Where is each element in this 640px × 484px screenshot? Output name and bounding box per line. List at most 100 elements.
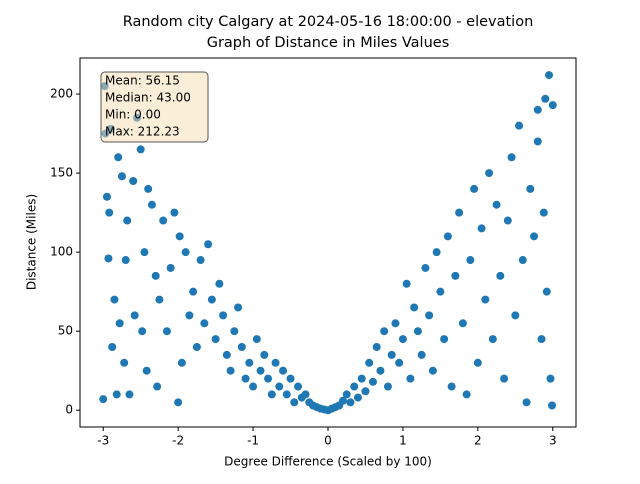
y-axis-label: Distance (Miles) bbox=[25, 194, 39, 290]
point bbox=[294, 382, 303, 391]
point bbox=[166, 263, 175, 272]
point bbox=[226, 366, 235, 375]
point bbox=[181, 248, 190, 257]
point bbox=[108, 343, 117, 352]
point bbox=[252, 335, 261, 344]
point bbox=[421, 263, 430, 272]
point bbox=[492, 200, 501, 209]
point bbox=[112, 390, 121, 399]
point bbox=[458, 319, 467, 328]
point bbox=[279, 366, 288, 375]
point bbox=[170, 208, 179, 217]
point bbox=[383, 382, 392, 391]
point bbox=[275, 382, 284, 391]
point bbox=[432, 248, 441, 257]
x-tick-label: -3 bbox=[97, 434, 109, 448]
point bbox=[130, 311, 139, 320]
point bbox=[301, 390, 310, 399]
point bbox=[470, 184, 479, 193]
point bbox=[395, 358, 404, 367]
point bbox=[256, 366, 265, 375]
stats-text: Max: 212.23 bbox=[105, 125, 180, 139]
point bbox=[537, 335, 546, 344]
point bbox=[192, 343, 201, 352]
chart-title: Random city Calgary at 2024-05-16 18:00:… bbox=[123, 14, 534, 30]
point bbox=[522, 398, 531, 407]
point bbox=[548, 401, 557, 410]
stats-text: Mean: 56.15 bbox=[105, 74, 180, 88]
point bbox=[282, 390, 291, 399]
point bbox=[338, 396, 347, 405]
point bbox=[500, 374, 509, 383]
point bbox=[245, 358, 254, 367]
x-tick-label: 1 bbox=[399, 434, 407, 448]
point bbox=[440, 335, 449, 344]
point bbox=[105, 208, 114, 217]
point bbox=[485, 169, 494, 178]
point bbox=[151, 271, 160, 280]
point bbox=[496, 271, 505, 280]
point bbox=[548, 101, 557, 110]
point bbox=[511, 311, 520, 320]
point bbox=[241, 374, 250, 383]
point bbox=[204, 240, 213, 249]
stats-text: Median: 43.00 bbox=[105, 91, 191, 105]
point bbox=[138, 327, 147, 336]
point bbox=[503, 216, 512, 225]
point bbox=[533, 105, 542, 114]
point bbox=[477, 224, 486, 233]
point bbox=[110, 295, 119, 304]
point bbox=[115, 319, 124, 328]
point bbox=[402, 279, 411, 288]
point bbox=[102, 192, 111, 201]
point bbox=[530, 232, 539, 241]
point bbox=[428, 366, 437, 375]
point bbox=[114, 153, 123, 162]
y-tick-label: 0 bbox=[65, 403, 73, 417]
chart-title: Graph of Distance in Miles Values bbox=[207, 35, 450, 51]
point bbox=[346, 398, 355, 407]
point bbox=[515, 121, 524, 130]
x-tick-label: 3 bbox=[549, 434, 557, 448]
point bbox=[162, 327, 171, 336]
point bbox=[481, 295, 490, 304]
point bbox=[215, 279, 224, 288]
point bbox=[196, 256, 205, 265]
point bbox=[368, 377, 377, 386]
point bbox=[175, 232, 184, 241]
point bbox=[398, 335, 407, 344]
point bbox=[117, 172, 126, 181]
x-tick-label: -1 bbox=[247, 434, 259, 448]
point bbox=[357, 374, 366, 383]
point bbox=[121, 256, 130, 265]
y-tick-label: 150 bbox=[50, 166, 73, 180]
point bbox=[177, 358, 186, 367]
y-tick-label: 100 bbox=[50, 245, 73, 259]
point bbox=[271, 358, 280, 367]
point bbox=[372, 343, 381, 352]
point bbox=[410, 303, 419, 312]
point bbox=[376, 366, 385, 375]
point bbox=[200, 319, 209, 328]
point bbox=[144, 184, 153, 193]
point bbox=[123, 216, 132, 225]
point bbox=[436, 287, 445, 296]
point bbox=[290, 398, 299, 407]
point bbox=[230, 327, 239, 336]
point bbox=[455, 208, 464, 217]
point bbox=[541, 94, 550, 103]
point bbox=[267, 390, 276, 399]
point bbox=[447, 382, 456, 391]
point bbox=[462, 390, 471, 399]
point bbox=[234, 303, 243, 312]
point bbox=[387, 350, 396, 359]
point bbox=[546, 374, 555, 383]
point bbox=[211, 335, 220, 344]
stats-text: Min: 0.00 bbox=[105, 108, 161, 122]
point bbox=[533, 137, 542, 146]
point bbox=[425, 311, 434, 320]
point bbox=[147, 200, 156, 209]
axes-frame bbox=[79, 57, 577, 428]
point bbox=[443, 232, 452, 241]
y-tick-label: 200 bbox=[50, 87, 73, 101]
